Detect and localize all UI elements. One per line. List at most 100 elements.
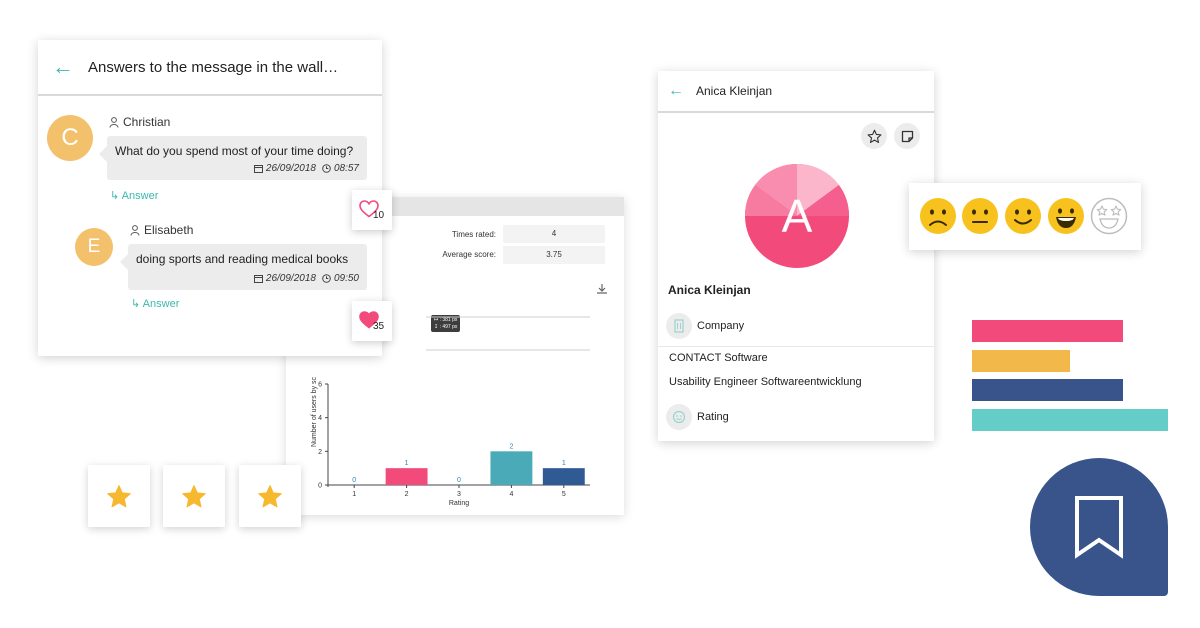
wall-answers-card: ← Answers to the message in the wall… C … bbox=[38, 40, 382, 356]
rating-bar-chart: 0 2 4 6 0 1 1 2 0 3 2 4 1 5 Rating Number of users by… bbox=[311, 316, 590, 507]
rating-label: Rating bbox=[697, 411, 729, 423]
bar-value-label: 1 bbox=[562, 460, 566, 467]
job-position: Usability Engineer Softwareentwicklung bbox=[669, 376, 862, 388]
star-outline-icon bbox=[867, 129, 881, 143]
message-time: 08:57 bbox=[333, 163, 359, 174]
reply-icon: ↳ bbox=[131, 298, 141, 310]
message-author[interactable]: Christian bbox=[109, 115, 170, 129]
message-time: 09:50 bbox=[333, 273, 359, 284]
message-date: 26/09/2018 bbox=[265, 163, 316, 174]
bar-value-label: 0 bbox=[352, 477, 356, 484]
decor-bar bbox=[972, 320, 1123, 342]
clock-icon bbox=[322, 164, 331, 173]
wall-title: Answers to the message in the wall… bbox=[88, 58, 339, 76]
answer-label: Answer bbox=[121, 190, 159, 202]
rating-stats-card: Times rated: 4 Average score: 3.75 ↦ : 3… bbox=[286, 197, 624, 515]
profile-header-title: Anica Kleinjan bbox=[696, 84, 773, 98]
profile-avatar-initial: A bbox=[782, 190, 813, 242]
bar-value-label: 1 bbox=[405, 460, 409, 467]
avatar-initial: C bbox=[61, 124, 79, 151]
section-divider bbox=[658, 346, 934, 347]
download-icon[interactable] bbox=[596, 283, 608, 295]
smiley-rating-card bbox=[909, 183, 1141, 250]
favorite-button[interactable] bbox=[861, 123, 887, 149]
company-icon-wrap bbox=[666, 313, 692, 339]
user-icon bbox=[109, 116, 119, 128]
message-bubble: What do you spend most of your time doin… bbox=[99, 136, 367, 180]
message-text: doing sports and reading medical books bbox=[136, 252, 349, 266]
note-icon bbox=[901, 130, 913, 142]
bookmark-icon bbox=[1075, 496, 1123, 559]
y-tick-label: 2 bbox=[318, 449, 322, 456]
average-score-value: 3.75 bbox=[503, 246, 605, 264]
wall-header: ← Answers to the message in the wall… bbox=[38, 40, 382, 96]
rating-icon-wrap bbox=[666, 404, 692, 430]
times-rated-value: 4 bbox=[503, 225, 605, 243]
x-axis-label: Rating bbox=[449, 500, 469, 507]
y-tick-label: 0 bbox=[318, 483, 322, 490]
neutral-face-icon[interactable] bbox=[961, 197, 999, 235]
y-axis-label: Number of users by sc bbox=[311, 376, 318, 447]
star-icon bbox=[182, 484, 206, 507]
like-count: 35 bbox=[373, 321, 385, 332]
profile-header: ← Anica Kleinjan bbox=[658, 71, 934, 113]
star-tile[interactable] bbox=[163, 465, 225, 527]
average-score-label: Average score: bbox=[442, 250, 496, 259]
bar-value-label: 2 bbox=[509, 443, 513, 450]
answer-link[interactable]: ↳ Answer bbox=[110, 189, 158, 202]
tooltip-height: ↧ : 497 px bbox=[434, 323, 458, 330]
tooltip-width: ↦ : 381 px bbox=[434, 317, 458, 323]
avatar-initial: E bbox=[87, 236, 101, 257]
smiley-icon bbox=[672, 410, 686, 424]
back-arrow-icon[interactable]: ← bbox=[668, 82, 684, 99]
x-tick-label: 2 bbox=[405, 491, 409, 498]
chart-bar bbox=[542, 468, 585, 485]
clock-icon bbox=[322, 274, 331, 283]
avatar[interactable]: C bbox=[47, 115, 93, 161]
bar-value-label: 0 bbox=[457, 477, 461, 484]
message-author[interactable]: Elisabeth bbox=[130, 223, 193, 237]
decor-bar bbox=[972, 408, 1168, 431]
note-button[interactable] bbox=[894, 123, 920, 149]
profile-avatar[interactable]: A bbox=[745, 164, 849, 268]
x-tick-label: 4 bbox=[509, 491, 513, 498]
decor-bar bbox=[972, 379, 1123, 401]
answer-link[interactable]: ↳ Answer bbox=[131, 297, 179, 310]
like-button[interactable]: 35 bbox=[352, 301, 392, 341]
y-tick-label: 6 bbox=[318, 382, 322, 389]
message-text: What do you spend most of your time doin… bbox=[115, 144, 354, 158]
reply-icon: ↳ bbox=[110, 190, 120, 202]
x-tick-label: 3 bbox=[457, 491, 461, 498]
company-name: CONTACT Software bbox=[669, 352, 768, 364]
avatar[interactable]: E bbox=[75, 228, 113, 266]
star-tile[interactable] bbox=[88, 465, 150, 527]
x-tick-label: 1 bbox=[352, 491, 356, 498]
chart-bar bbox=[385, 468, 428, 485]
author-name: Christian bbox=[123, 115, 171, 129]
chart-bar bbox=[490, 451, 533, 485]
decor-bar bbox=[972, 349, 1070, 372]
answer-label: Answer bbox=[142, 298, 180, 310]
heart-outline-icon bbox=[359, 200, 379, 218]
grin-face-icon[interactable] bbox=[1047, 197, 1085, 235]
star-eyes-face-icon[interactable] bbox=[1090, 197, 1128, 235]
smile-face-icon[interactable] bbox=[1004, 197, 1042, 235]
profile-card: ← Anica Kleinjan A Anica Kleinjan Compan… bbox=[658, 71, 934, 441]
sad-face-icon[interactable] bbox=[919, 197, 957, 235]
message-bubble: doing sports and reading medical books 2… bbox=[120, 244, 367, 290]
bookmark-button[interactable] bbox=[1030, 458, 1168, 596]
like-count: 10 bbox=[373, 210, 385, 221]
company-label: Company bbox=[697, 320, 745, 332]
star-tile[interactable] bbox=[239, 465, 301, 527]
star-icon bbox=[258, 484, 282, 507]
x-tick-label: 5 bbox=[562, 491, 566, 498]
times-rated-label: Times rated: bbox=[451, 230, 496, 239]
star-icon bbox=[107, 484, 131, 507]
message-meta: 26/09/2018 09:50 bbox=[248, 273, 359, 284]
y-tick-label: 4 bbox=[318, 415, 322, 422]
user-icon bbox=[130, 224, 140, 236]
back-arrow-icon[interactable]: ← bbox=[52, 54, 74, 79]
like-button[interactable]: 10 bbox=[352, 190, 392, 230]
calendar-icon bbox=[253, 275, 263, 283]
message-date: 26/09/2018 bbox=[265, 273, 316, 284]
